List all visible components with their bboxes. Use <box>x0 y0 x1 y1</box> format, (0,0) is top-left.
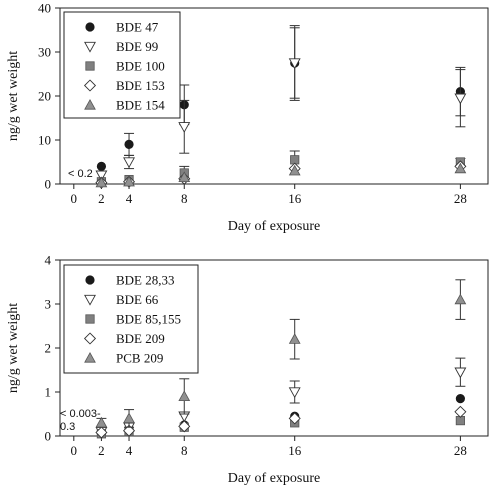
x-tick-label: 4 <box>126 443 133 458</box>
y-tick-label: 4 <box>45 253 52 268</box>
legend-label: BDE 28,33 <box>116 273 175 288</box>
x-tick-label: 2 <box>98 191 105 206</box>
y-axis-label: ng/g wet weight <box>6 303 21 393</box>
y-tick-label: 2 <box>45 341 52 356</box>
data-point <box>123 412 135 424</box>
chart-bottom-pbde-minor: 0 2 4 8 16 28 0 1 2 3 4 Day of exposure ng/g wet wei… <box>6 253 489 486</box>
legend-label: PCB 209 <box>116 351 163 366</box>
chart-top-pbde-major: 0 2 4 8 16 28 0 10 20 30 40 Day of exposure ng/g wet… <box>6 1 489 234</box>
data-point <box>454 367 467 379</box>
legend-box <box>63 11 181 119</box>
y-tick-label: 0 <box>45 177 52 192</box>
x-tick-label: 2 <box>98 443 105 458</box>
data-point <box>454 162 467 174</box>
legend-marker <box>83 79 97 92</box>
data-point <box>178 171 191 183</box>
legend-label: BDE 209 <box>116 331 165 346</box>
legend-marker <box>85 314 95 324</box>
x-tick-label: 4 <box>126 191 133 206</box>
x-tick-label: 0 <box>71 191 78 206</box>
y-tick-label: 30 <box>38 45 51 60</box>
legend-label: BDE 85,155 <box>116 312 181 327</box>
series-bde-209 <box>95 405 467 439</box>
data-point <box>122 424 136 437</box>
legend-marker <box>84 98 96 110</box>
detection-limit-note: < 0.003-0.3 <box>60 408 101 433</box>
data-point <box>178 390 191 402</box>
y-tick-label: 10 <box>38 133 51 148</box>
legend: BDE 47 BDE 99 BDE 100 BDE 153 BDE 154 <box>63 11 181 119</box>
legend-marker <box>85 275 95 285</box>
legend-label: BDE 100 <box>116 59 165 74</box>
x-tick-label: 28 <box>454 443 467 458</box>
data-point <box>288 412 301 425</box>
detection-limit-note-line: < 0.2 <box>68 168 93 180</box>
series-bde-100 <box>96 150 466 187</box>
y-tick-label: 3 <box>45 297 52 312</box>
data-point <box>123 157 135 169</box>
y-tick-label: 1 <box>45 385 52 400</box>
legend-label: BDE 66 <box>116 292 159 307</box>
x-tick-label: 28 <box>454 191 467 206</box>
data-point <box>95 176 108 188</box>
data-point <box>454 293 467 305</box>
x-tick-label: 8 <box>181 443 188 458</box>
x-tick-label: 0 <box>71 443 78 458</box>
legend-marker <box>83 332 97 345</box>
legend-label: BDE 153 <box>116 78 165 93</box>
x-axis-label: Day of exposure <box>228 219 321 234</box>
data-point <box>123 175 135 187</box>
data-point <box>124 139 134 149</box>
series-bde-99 <box>95 27 467 182</box>
data-point <box>288 333 301 344</box>
x-tick-label: 16 <box>288 443 302 458</box>
data-point <box>288 58 301 70</box>
data-point <box>95 170 108 182</box>
data-point <box>178 122 191 133</box>
legend-marker <box>85 22 95 32</box>
data-point <box>95 426 108 439</box>
y-tick-label: 40 <box>38 1 51 16</box>
data-point <box>95 416 108 428</box>
data-point <box>96 161 107 171</box>
legend-marker <box>84 351 96 363</box>
data-point <box>455 393 465 404</box>
legend-marker <box>84 41 96 53</box>
data-point <box>288 164 301 176</box>
data-point <box>454 93 467 105</box>
legend-label: BDE 47 <box>116 20 159 35</box>
detection-limit-note-line: < 0.003- <box>60 408 101 420</box>
y-axis-label: ng/g wet weight <box>6 51 21 141</box>
y-tick-label: 20 <box>38 89 51 104</box>
legend: BDE 28,33 BDE 66 BDE 85,155 BDE 209 PCB 209 <box>63 264 199 374</box>
detection-limit-note: < 0.2 <box>68 168 93 180</box>
data-point <box>288 387 301 399</box>
y-tick-label: 0 <box>45 429 52 444</box>
series-bde-154 <box>95 162 467 188</box>
series-bde-85-155 <box>96 415 465 439</box>
data-point <box>178 420 191 433</box>
data-point <box>454 405 467 418</box>
legend-label: BDE 99 <box>116 39 158 54</box>
series-pcb-209 <box>95 279 467 428</box>
series-bde-28-33 <box>96 393 465 437</box>
x-tick-label: 16 <box>288 191 302 206</box>
x-axis-label: Day of exposure <box>228 471 321 486</box>
legend-marker <box>85 61 95 71</box>
legend-label: BDE 154 <box>116 98 165 113</box>
detection-limit-note-line: 0.3 <box>60 421 75 433</box>
legend-marker <box>84 294 96 306</box>
x-tick-label: 8 <box>181 191 188 206</box>
